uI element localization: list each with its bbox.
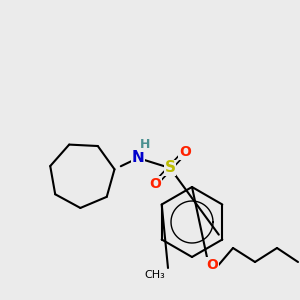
- Text: S: S: [164, 160, 175, 175]
- Text: H: H: [140, 139, 150, 152]
- Text: O: O: [149, 177, 161, 191]
- Text: N: N: [132, 151, 144, 166]
- Text: O: O: [179, 145, 191, 159]
- Text: O: O: [206, 258, 218, 272]
- Text: CH₃: CH₃: [144, 270, 165, 280]
